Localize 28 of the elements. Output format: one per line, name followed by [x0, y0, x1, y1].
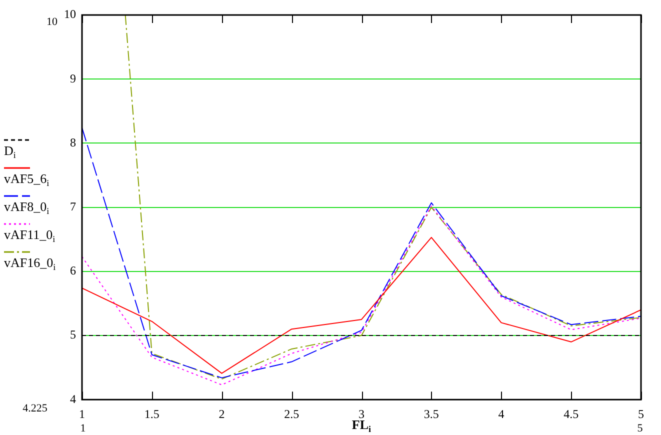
x-tick-label: 3.5 [424, 406, 439, 421]
x-tick-label: 2.5 [284, 406, 300, 421]
y-tick-label: 7 [70, 199, 76, 214]
x-tick-label: 4 [498, 406, 504, 421]
y-tick-label: 6 [70, 264, 76, 278]
text: 1 [80, 422, 86, 434]
text: 10 [46, 16, 58, 28]
line-series [124, 15, 641, 380]
x-tick-label: 4.5 [564, 406, 579, 421]
y-tick-label: 4 [70, 392, 76, 406]
x-tick-label: 3 [358, 406, 364, 421]
text: 4.225 [22, 402, 48, 414]
text: 5 [637, 422, 644, 434]
x-tick-label: 1.5 [144, 406, 160, 421]
y-tick-label: 10 [64, 7, 76, 22]
x-tick-label: 2 [218, 406, 225, 421]
line-series [82, 206, 641, 386]
line-series [82, 127, 641, 378]
x-tick-label: 5 [638, 406, 644, 421]
legend-label: vAF11_0$_{i}$ [4, 227, 56, 244]
y-tick-label: 9 [70, 71, 76, 86]
y-tick-label: 8 [70, 135, 76, 150]
x-tick-label: 1 [79, 406, 85, 421]
y-tick-label: 5 [70, 328, 76, 342]
legend-label: vAF8_0$_{i}$ [4, 199, 50, 216]
legend-label: D$_{i}$ [4, 143, 17, 160]
legend-label: vAF16_0$_{i}$ [4, 255, 56, 272]
legend-label: vAF5_6$_{i}$ [4, 171, 50, 188]
